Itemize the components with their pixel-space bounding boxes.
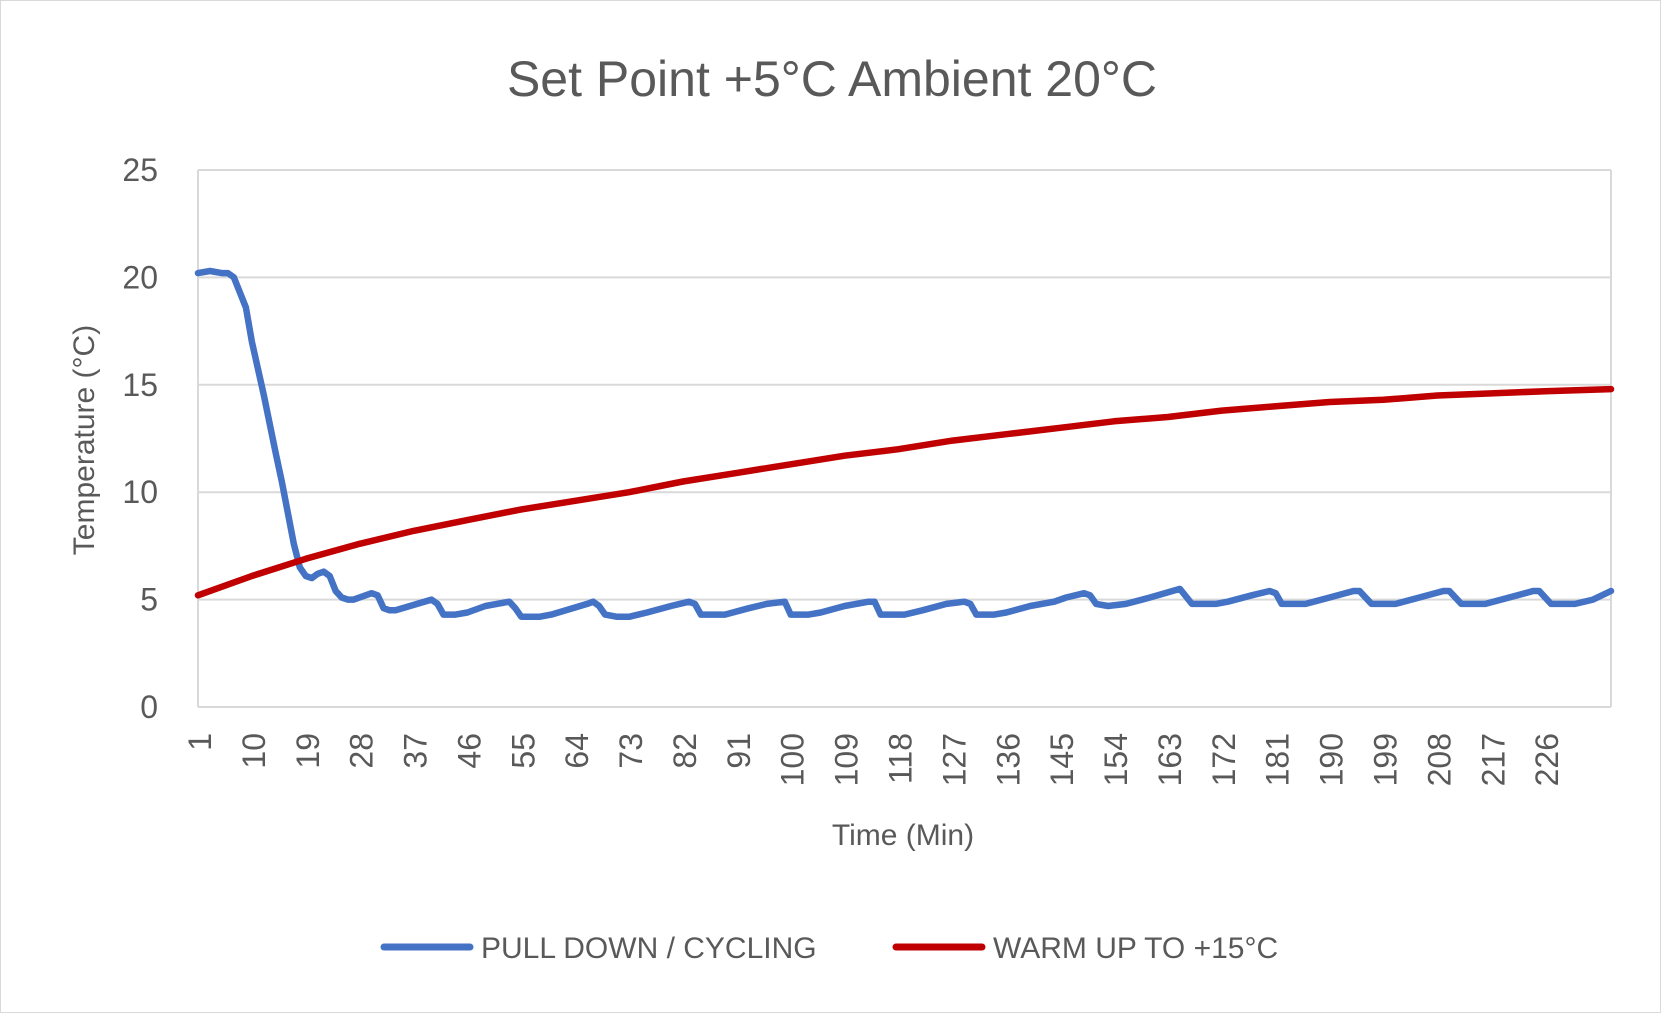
x-tick-label: 217 [1475, 733, 1511, 786]
x-tick-label: 10 [236, 733, 272, 769]
x-tick-label: 145 [1044, 733, 1080, 786]
x-tick-label: 82 [667, 733, 703, 769]
y-axis-label: Temperature (°C) [68, 325, 101, 555]
x-tick-label: 172 [1206, 733, 1242, 786]
y-tick-label: 5 [140, 582, 158, 618]
legend-label-1: WARM UP TO +15°C [993, 932, 1278, 965]
x-tick-label: 55 [505, 733, 541, 769]
x-tick-label: 136 [990, 733, 1026, 786]
x-tick-label: 37 [398, 733, 434, 769]
legend-label-0: PULL DOWN / CYCLING [481, 932, 817, 965]
x-tick-label: 28 [344, 733, 380, 769]
series-line-1 [194, 385, 1615, 599]
series-lines [194, 267, 1615, 621]
plot-area [197, 169, 1612, 708]
x-tick-label: 181 [1260, 733, 1296, 786]
x-tick-label: 118 [883, 733, 919, 784]
series-line-0 [194, 267, 1615, 621]
x-tick-label: 1 [182, 733, 218, 751]
y-tick-label: 10 [122, 474, 158, 510]
y-axis-ticks: 0 5 10 15 20 25 [122, 152, 158, 725]
y-tick-label: 20 [122, 259, 158, 295]
x-tick-label: 127 [936, 733, 972, 786]
x-tick-label: 100 [775, 733, 811, 786]
y-tick-label: 25 [122, 152, 158, 188]
x-tick-label: 19 [290, 733, 326, 769]
x-tick-label: 226 [1529, 733, 1565, 786]
legend: PULL DOWN / CYCLING WARM UP TO +15°C [380, 932, 1278, 965]
chart-title: Set Point +5°C Ambient 20°C [507, 51, 1157, 107]
y-tick-label: 15 [122, 367, 158, 403]
x-tick-label: 208 [1421, 733, 1457, 786]
x-tick-label: 109 [829, 733, 865, 786]
x-tick-label: 46 [451, 733, 487, 769]
x-axis-ticks: 1 10 19 28 37 46 55 64 73 82 91 100 109 118 127 136 145 1… [182, 733, 1565, 786]
x-tick-label: 154 [1098, 733, 1134, 786]
x-tick-label: 163 [1152, 733, 1188, 786]
x-tick-label: 64 [559, 733, 595, 769]
x-tick-label: 73 [613, 733, 649, 769]
grid-lines [198, 169, 1611, 708]
x-axis-label: Time (Min) [832, 819, 974, 852]
x-tick-label: 91 [721, 733, 757, 769]
y-tick-label: 0 [140, 689, 158, 725]
x-tick-label: 190 [1314, 733, 1350, 786]
x-tick-label: 199 [1367, 733, 1403, 786]
